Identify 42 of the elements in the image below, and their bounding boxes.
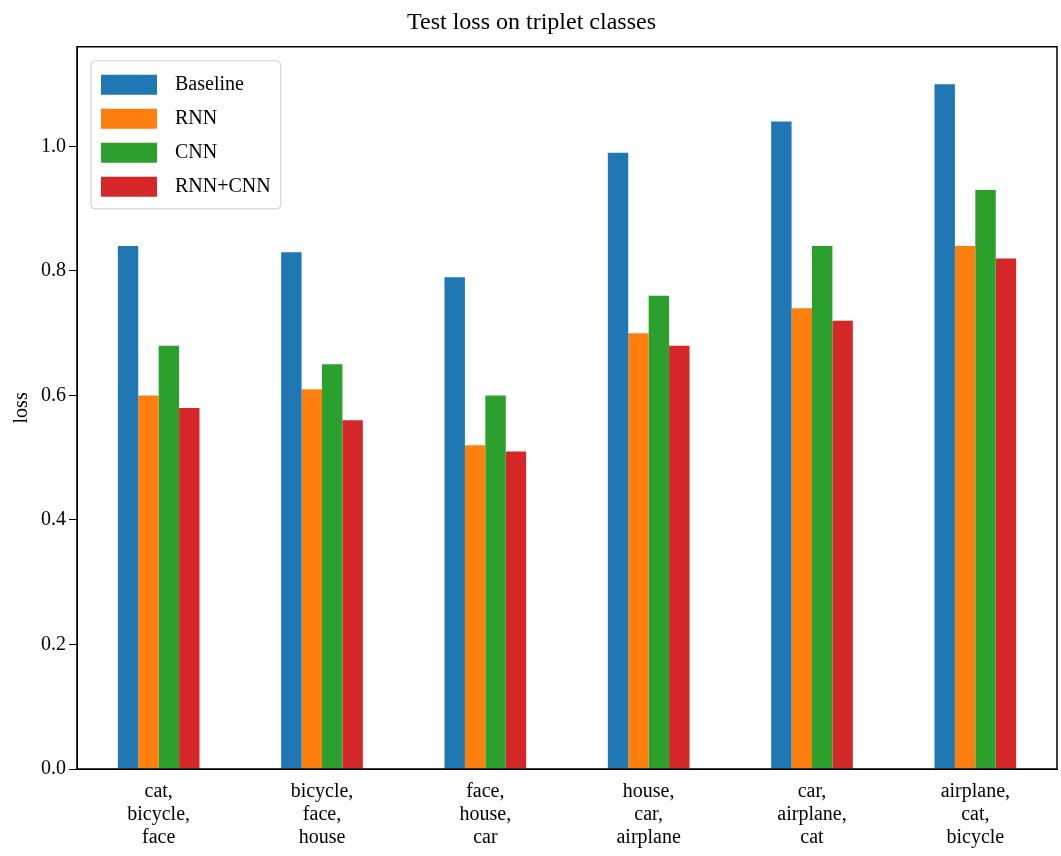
y-axis-title: loss <box>9 392 32 424</box>
bar <box>832 320 853 769</box>
bar <box>934 84 955 769</box>
bar <box>301 389 322 769</box>
bar <box>648 295 670 769</box>
bar <box>791 308 812 769</box>
bar <box>464 445 486 769</box>
x-tick-label: bicycle, face, house <box>290 778 354 847</box>
bar <box>485 395 506 769</box>
bar <box>628 333 649 769</box>
bar <box>812 246 833 769</box>
bar <box>117 246 139 769</box>
bar <box>158 345 180 769</box>
bar <box>669 345 690 769</box>
legend-label: CNN <box>175 140 218 163</box>
chart-title: Test loss on triplet classes <box>407 7 656 34</box>
legend-label: RNN+CNN <box>175 174 271 197</box>
bar <box>322 364 343 769</box>
bar <box>179 407 200 769</box>
x-tick-label: car, airplane, cat <box>777 778 847 847</box>
bar <box>954 246 976 769</box>
bar <box>975 190 996 769</box>
bar <box>281 252 302 769</box>
legend-label: Baseline <box>175 72 244 95</box>
x-tick-label: house, car, airplane <box>616 778 681 848</box>
bar <box>607 152 629 769</box>
x-tick-label: airplane, cat, bicycle <box>940 778 1011 848</box>
bar <box>138 395 159 769</box>
bar <box>444 277 465 769</box>
bar <box>995 258 1017 769</box>
legend-label: RNN <box>175 106 218 129</box>
x-tick-label: cat, bicycle, face <box>127 778 191 847</box>
bar <box>771 121 792 769</box>
y-tick-label: 0.2 <box>41 631 66 654</box>
x-tick-label: face, house, car <box>459 778 512 847</box>
y-tick-label: 0.4 <box>41 507 66 530</box>
y-tick-label: 1.0 <box>41 133 66 156</box>
y-tick-label: 0.8 <box>41 258 66 281</box>
y-tick-label: 0.0 <box>41 756 66 779</box>
y-tick-label: 0.6 <box>41 382 66 405</box>
bar <box>342 420 363 769</box>
bar <box>505 451 527 769</box>
